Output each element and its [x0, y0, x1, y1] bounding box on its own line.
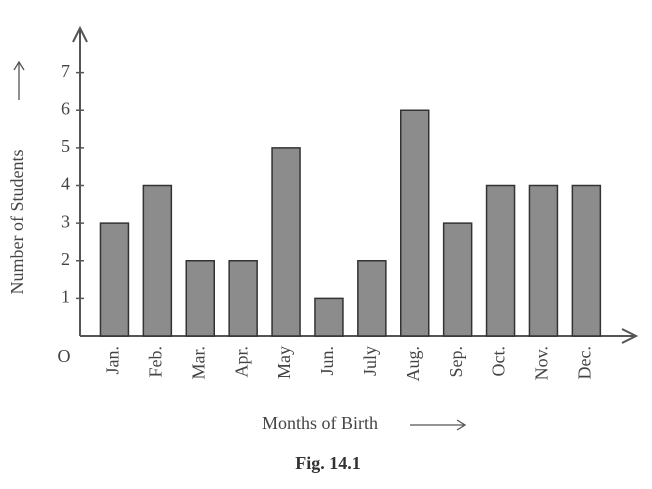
- x-tick-label: Aug.: [403, 346, 423, 382]
- x-axis-label: Months of Birth: [262, 413, 378, 433]
- x-tick-label: Oct.: [489, 346, 509, 377]
- x-tick-label: Nov.: [532, 346, 552, 380]
- y-tick-label: 7: [61, 61, 70, 81]
- x-axis-arrow: [621, 328, 639, 344]
- bar: [442, 222, 473, 337]
- bar: [271, 147, 301, 337]
- x-label-arrow-head: [456, 419, 467, 431]
- bar: [485, 184, 516, 337]
- bar: [314, 297, 344, 337]
- x-tick-label: Mar.: [188, 346, 208, 380]
- bar: [185, 260, 215, 337]
- y-tick-label: 2: [61, 249, 70, 269]
- bar: [571, 184, 602, 337]
- bar: [528, 184, 559, 337]
- bar: [228, 260, 258, 337]
- bar: [142, 184, 173, 337]
- y-tick-label: 1: [61, 287, 70, 307]
- x-tick-label: Feb.: [145, 346, 165, 378]
- x-tick-label: Sep.: [446, 346, 466, 378]
- y-tick-label: 5: [61, 136, 70, 156]
- y-axis-arrow: [72, 25, 88, 43]
- x-tick-label: Jun.: [317, 346, 337, 376]
- origin-label: O: [58, 346, 71, 366]
- caption: Fig. 14.1: [295, 453, 361, 473]
- y-tick-label: 4: [61, 174, 70, 194]
- x-tick-label: Jan.: [103, 346, 123, 375]
- y-axis-label: Number of Students: [7, 150, 27, 295]
- x-tick-label: May: [274, 346, 294, 379]
- bar: [99, 222, 130, 337]
- x-tick-label: July: [360, 346, 380, 376]
- bar: [400, 109, 430, 337]
- x-tick-label: Dec.: [574, 346, 594, 379]
- bar: [357, 260, 387, 337]
- y-tick-label: 6: [61, 98, 70, 118]
- x-tick-label: Apr.: [231, 346, 251, 378]
- y-tick-label: 3: [61, 211, 70, 231]
- y-label-arrow-head: [13, 60, 25, 71]
